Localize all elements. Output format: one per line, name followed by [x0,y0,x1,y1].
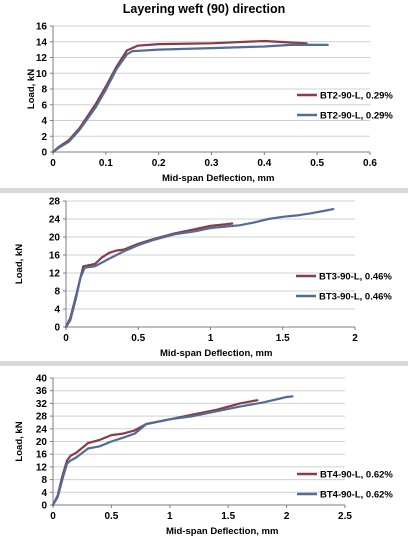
y-tick-label: 32 [36,399,48,410]
chart-panel-2: 0 4 8 12 16 20 24 28 0 0.5 1 1.5 2 Mid-span Deflectio… [0,193,408,361]
legend-label-2: BT4-90-L, 0.62% [320,490,393,501]
x-tick-label: 2.5 [338,511,352,522]
y-tick-label: 36 [36,386,48,397]
legend-label-1: BT2-90-L, 0.29% [320,91,393,102]
y-tick-label: 8 [54,287,60,298]
legend-label-1: BT4-90-L, 0.62% [320,470,393,481]
panel-divider-2 [0,361,408,366]
x-tick-label: 0.2 [152,158,166,169]
x-tick-label: 0 [50,158,56,169]
x-tick-label: 1.5 [221,511,235,522]
chart-2: 0 4 8 12 16 20 24 28 0 0.5 1 1.5 2 Mid-span Deflectio… [14,197,392,360]
y-tick-label: 8 [41,85,47,96]
x-axis-label: Mid-span Deflection, mm [166,526,278,537]
x-tick-label: 0 [63,333,69,344]
y-tick-label: 12 [36,53,48,64]
x-axis-label: Mid-span Deflection, mm [162,173,274,184]
y-tick-label: 4 [41,116,47,127]
chart-panel-1: 0 2 4 6 8 10 12 14 16 0 0.1 0.2 0.3 0.4 0.5 0.6 Mid-span… [0,18,408,188]
x-tick-label: 0.5 [131,333,145,344]
series-line-2 [64,208,335,329]
y-tick-label: 14 [36,37,48,48]
y-tick-label: 0 [41,501,47,512]
chart-1: 0 2 4 6 8 10 12 14 16 0 0.1 0.2 0.3 0.4 0.5 0.6 Mid-span… [26,22,393,185]
y-tick-label: 20 [49,233,61,244]
y-tick-label: 12 [49,269,61,280]
x-axis-label: Mid-span Deflection, mm [160,348,272,359]
chart-panel-3: 0 4 8 12 16 20 24 28 32 36 40 0 0.5 1 1.5 2 2.5 Mid-span … [0,366,408,550]
y-axis-label: Load, kN [26,69,37,109]
x-tick-label: 1 [208,333,214,344]
y-tick-label: 16 [36,22,48,33]
y-tick-label: 0 [41,148,47,159]
y-tick-label: 10 [36,69,48,80]
y-tick-label: 28 [36,412,48,423]
y-tick-label: 2 [41,132,47,143]
x-tick-label: 1 [167,511,173,522]
series-line-1 [64,222,234,329]
panel-divider-1 [0,188,408,193]
y-tick-label: 24 [49,215,61,226]
legend-label-1: BT3-90-L, 0.46% [319,272,392,283]
x-tick-label: 0.5 [310,158,324,169]
y-tick-label: 0 [54,323,60,334]
legend-label-2: BT3-90-L, 0.46% [319,292,392,303]
legend-label-2: BT2-90-L, 0.29% [320,111,393,122]
series-line-2 [51,395,294,507]
y-tick-label: 40 [36,374,48,385]
y-tick-label: 16 [49,251,61,262]
y-tick-label: 6 [41,100,47,111]
x-tick-label: 0.1 [99,158,113,169]
x-tick-label: 2 [352,333,358,344]
y-tick-label: 24 [36,424,48,435]
x-tick-label: 0.6 [363,158,377,169]
x-tick-label: 2 [284,511,290,522]
x-tick-label: 1.5 [276,333,290,344]
y-tick-label: 12 [36,462,48,473]
x-tick-label: 0 [50,511,56,522]
y-tick-label: 20 [36,437,48,448]
y-axis-label: Load, kN [14,244,25,284]
x-tick-label: 0.4 [257,158,271,169]
x-tick-label: 0.5 [104,511,118,522]
x-tick-label: 0.3 [205,158,219,169]
series-line-2 [51,43,329,154]
y-tick-label: 4 [41,488,47,499]
y-tick-label: 8 [41,475,47,486]
y-tick-label: 28 [49,197,61,208]
y-axis-label: Load, kN [14,421,25,461]
y-tick-label: 4 [54,305,60,316]
y-tick-label: 16 [36,450,48,461]
page-title: Layering weft (90) direction [122,2,286,16]
